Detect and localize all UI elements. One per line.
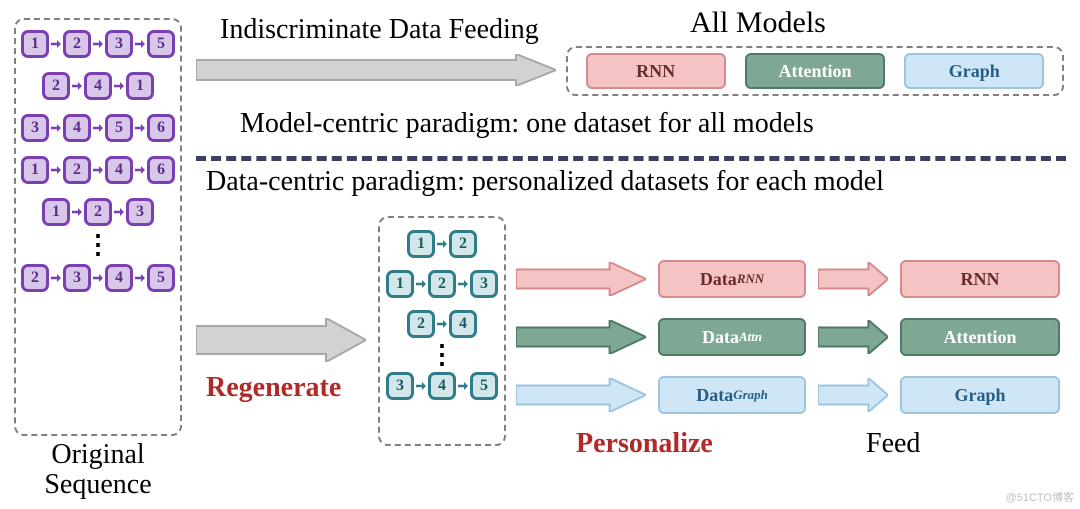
sequence-node: 2 (84, 198, 112, 226)
data-pill-graph: DataGraph (658, 376, 806, 414)
arrow-link-icon (437, 320, 447, 328)
data-pill-rnn: DataRNN (658, 260, 806, 298)
sequence-node: 4 (105, 264, 133, 292)
sequence-row: 24 (407, 310, 477, 338)
model-pill2-graph: Graph (900, 376, 1060, 414)
arrow-link-icon (114, 208, 124, 216)
sequence-node: 4 (449, 310, 477, 338)
original-sequence-panel: 123524134561246123⋮2345 (14, 18, 182, 436)
arrow-link-icon (135, 274, 145, 282)
sequence-row: 12 (407, 230, 477, 258)
personalize-arrow-graph (516, 378, 646, 412)
arrow-link-icon (51, 166, 61, 174)
sequence-node: 2 (63, 156, 91, 184)
sequence-row: 123 (42, 198, 154, 226)
arrow-link-icon (51, 40, 61, 48)
arrow-link-icon (93, 124, 103, 132)
vertical-dots: ⋮ (429, 350, 455, 360)
sequence-node: 1 (407, 230, 435, 258)
feed-label: Feed (866, 428, 920, 460)
arrow-link-icon (416, 280, 426, 288)
sequence-node: 2 (42, 72, 70, 100)
vertical-dots: ⋮ (85, 240, 111, 250)
model-pill-rnn: RNN (586, 53, 726, 89)
model-pill-graph: Graph (904, 53, 1044, 89)
model-pill2-attn: Attention (900, 318, 1060, 356)
sequence-node: 5 (147, 264, 175, 292)
sequence-node: 3 (63, 264, 91, 292)
sequence-node: 2 (63, 30, 91, 58)
sequence-row: 241 (42, 72, 154, 100)
arrow-link-icon (437, 240, 447, 248)
sequence-node: 5 (147, 30, 175, 58)
sequence-node: 2 (407, 310, 435, 338)
regenerate-arrow (196, 318, 366, 362)
arrow-link-icon (72, 208, 82, 216)
feed-arrow-attn (818, 320, 888, 354)
arrow-link-icon (114, 82, 124, 90)
regenerate-label: Regenerate (206, 372, 341, 404)
arrow-link-icon (93, 40, 103, 48)
arrow-link-icon (458, 280, 468, 288)
sequence-node: 6 (147, 156, 175, 184)
sequence-node: 4 (428, 372, 456, 400)
all-models-label: All Models (690, 6, 826, 40)
sequence-row: 345 (386, 372, 498, 400)
arrow-link-icon (135, 124, 145, 132)
sequence-node: 1 (126, 72, 154, 100)
regenerated-sequence-panel: 1212324⋮345 (378, 216, 506, 446)
personalize-arrow-attn (516, 320, 646, 354)
arrow-link-icon (93, 166, 103, 174)
arrow-link-icon (458, 382, 468, 390)
all-models-panel: RNN Attention Graph (566, 46, 1064, 96)
arrow-link-icon (135, 40, 145, 48)
arrow-link-icon (72, 82, 82, 90)
sequence-node: 3 (470, 270, 498, 298)
model-pill-attn: Attention (745, 53, 885, 89)
sequence-node: 5 (105, 114, 133, 142)
sequence-row: 1235 (21, 30, 175, 58)
model-centric-caption: Model-centric paradigm: one dataset for … (240, 108, 814, 140)
data-pill-attn: DataAttn (658, 318, 806, 356)
top-grey-arrow (196, 54, 556, 86)
paradigm-divider (196, 156, 1066, 161)
sequence-node: 3 (105, 30, 133, 58)
data-centric-caption: Data-centric paradigm: personalized data… (206, 166, 884, 198)
sequence-node: 4 (84, 72, 112, 100)
arrow-link-icon (51, 274, 61, 282)
sequence-node: 3 (21, 114, 49, 142)
feed-arrow-rnn (818, 262, 888, 296)
sequence-row: 123 (386, 270, 498, 298)
sequence-node: 1 (21, 30, 49, 58)
arrow-link-icon (93, 274, 103, 282)
sequence-node: 1 (42, 198, 70, 226)
sequence-node: 4 (63, 114, 91, 142)
sequence-row: 1246 (21, 156, 175, 184)
sequence-node: 4 (105, 156, 133, 184)
sequence-row: 2345 (21, 264, 175, 292)
personalize-label: Personalize (576, 428, 713, 460)
arrow-link-icon (51, 124, 61, 132)
feed-arrow-graph (818, 378, 888, 412)
arrow-link-icon (416, 382, 426, 390)
sequence-node: 2 (428, 270, 456, 298)
model-pill2-rnn: RNN (900, 260, 1060, 298)
sequence-node: 1 (21, 156, 49, 184)
sequence-node: 2 (449, 230, 477, 258)
sequence-node: 6 (147, 114, 175, 142)
sequence-node: 1 (386, 270, 414, 298)
personalize-arrow-rnn (516, 262, 646, 296)
arrow-link-icon (135, 166, 145, 174)
sequence-node: 3 (386, 372, 414, 400)
indiscriminate-feeding-label: Indiscriminate Data Feeding (220, 14, 539, 46)
original-sequence-label: OriginalSequence (14, 440, 182, 500)
sequence-node: 5 (470, 372, 498, 400)
sequence-node: 2 (21, 264, 49, 292)
sequence-row: 3456 (21, 114, 175, 142)
watermark: @51CTO博客 (1006, 489, 1074, 505)
sequence-node: 3 (126, 198, 154, 226)
